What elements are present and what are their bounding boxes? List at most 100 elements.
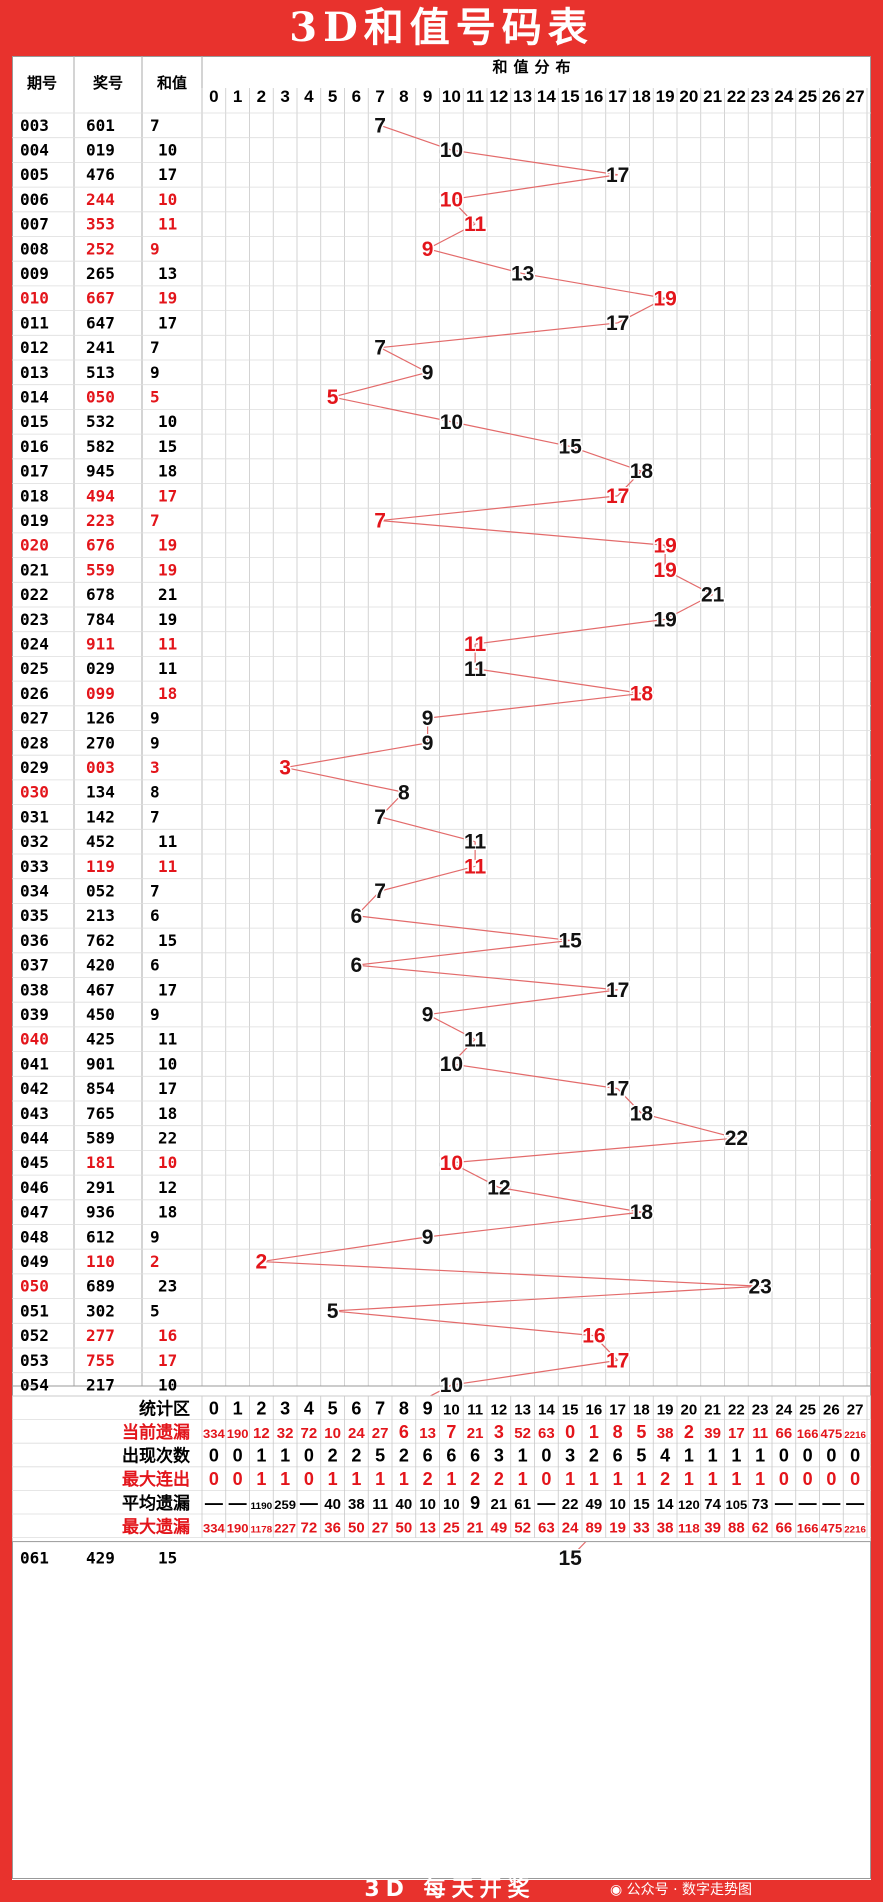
- stats-value: 5: [375, 1446, 385, 1466]
- sum-point: 18: [630, 1201, 654, 1224]
- stats-value: 6: [470, 1446, 480, 1466]
- stats-value: 21: [467, 1425, 484, 1442]
- stats-value: 9: [423, 1398, 433, 1418]
- row-prize: 291: [86, 1178, 115, 1197]
- row-prize: 353: [86, 215, 115, 234]
- row-period: 041: [20, 1054, 49, 1073]
- trend-line: [356, 915, 571, 942]
- row-period: 026: [20, 684, 49, 703]
- stats-value: 18: [633, 1401, 650, 1418]
- sum-point: 19: [653, 287, 676, 310]
- row-sum: 19: [158, 610, 177, 629]
- row-period: 048: [20, 1227, 49, 1246]
- row-sum: 17: [158, 980, 177, 999]
- row-prize: 450: [86, 1005, 115, 1024]
- row-sum: 15: [158, 437, 177, 456]
- column-header-22: 22: [727, 87, 746, 106]
- stats-value: 6: [351, 1398, 361, 1418]
- row-prize: 126: [86, 709, 115, 728]
- trend-line: [379, 347, 428, 373]
- stats-value: 7: [375, 1398, 385, 1418]
- stats-value: 15: [633, 1496, 650, 1513]
- trend-line: [332, 371, 428, 398]
- sum-point: 17: [606, 312, 629, 335]
- trend-line: [332, 1285, 761, 1312]
- sum-point: 11: [464, 1028, 487, 1051]
- stats-value: 2: [494, 1469, 504, 1489]
- row-sum: 10: [158, 190, 177, 209]
- trend-line: [427, 223, 476, 250]
- sum-point: 9: [422, 238, 434, 261]
- stats-value: 118: [678, 1521, 700, 1535]
- stats-value: 22: [562, 1496, 579, 1513]
- trend-line: [285, 742, 428, 769]
- row-sum: 23: [158, 1277, 177, 1296]
- row-period: 051: [20, 1301, 49, 1320]
- stats-value: 62: [752, 1519, 769, 1536]
- row-sum: 2: [150, 1252, 160, 1271]
- row-period: 021: [20, 560, 49, 579]
- row-period: 047: [20, 1203, 49, 1222]
- row-period: 022: [20, 585, 49, 604]
- column-header-8: 8: [399, 87, 408, 106]
- row-prize: 119: [86, 857, 115, 876]
- stats-value: 24: [776, 1401, 793, 1418]
- row-sum: 15: [158, 1548, 177, 1567]
- stats-value: 475: [821, 1521, 843, 1535]
- row-sum: 5: [150, 1301, 160, 1320]
- stats-value: 0: [826, 1469, 836, 1489]
- stats-value: 38: [348, 1496, 365, 1513]
- sum-point: 15: [558, 435, 582, 458]
- row-prize: 223: [86, 511, 115, 530]
- row-sum: 7: [150, 338, 160, 357]
- stats-value: 3: [494, 1422, 504, 1442]
- row-prize: 559: [86, 560, 115, 579]
- stats-value: 0: [541, 1469, 551, 1489]
- row-period: 034: [20, 881, 49, 900]
- stats-value: 12: [253, 1425, 270, 1442]
- row-sum: 10: [158, 1153, 177, 1172]
- trend-line: [285, 766, 404, 793]
- stats-value: 16: [586, 1401, 603, 1418]
- stats-value: 13: [419, 1425, 436, 1442]
- sum-point: 10: [440, 1152, 463, 1175]
- column-header-0: 0: [209, 87, 218, 106]
- row-prize: 601: [86, 116, 115, 135]
- stats-value: 1: [280, 1469, 290, 1489]
- sum-point: 9: [422, 361, 434, 384]
- sum-point: 15: [558, 1547, 582, 1570]
- column-header-13: 13: [513, 87, 532, 106]
- column-header-11: 11: [466, 87, 484, 106]
- stats-value: 1: [399, 1469, 409, 1489]
- column-header-21: 21: [703, 87, 722, 106]
- stats-value: 14: [538, 1401, 555, 1418]
- row-prize: 302: [86, 1301, 115, 1320]
- sum-point: 2: [256, 1251, 268, 1274]
- sum-point: 23: [748, 1275, 771, 1298]
- stats-value: 72: [301, 1519, 318, 1536]
- row-sum: 11: [158, 1030, 177, 1049]
- trend-line: [641, 1112, 737, 1139]
- stats-value: 19: [657, 1401, 674, 1418]
- row-prize: 765: [86, 1104, 115, 1123]
- sum-point: 22: [725, 1127, 748, 1150]
- stats-value: 33: [633, 1519, 650, 1536]
- row-sum: 5: [150, 387, 160, 406]
- row-sum: 11: [158, 832, 177, 851]
- stats-value: 12: [491, 1401, 508, 1418]
- row-sum: 11: [158, 857, 177, 876]
- stats-value: 1: [328, 1469, 338, 1489]
- sum-point: 10: [440, 1374, 463, 1397]
- stats-value: 0: [304, 1446, 314, 1466]
- stats-value: 52: [514, 1519, 531, 1536]
- row-period: 003: [20, 116, 49, 135]
- stats-value: 3: [280, 1398, 290, 1418]
- sum-point: 11: [464, 831, 487, 854]
- stats-value: 334: [203, 1427, 225, 1441]
- column-header-20: 20: [679, 87, 698, 106]
- trend-line: [451, 1137, 737, 1164]
- row-sum: 21: [158, 585, 177, 604]
- row-period: 035: [20, 906, 49, 925]
- row-sum: 10: [158, 1375, 177, 1394]
